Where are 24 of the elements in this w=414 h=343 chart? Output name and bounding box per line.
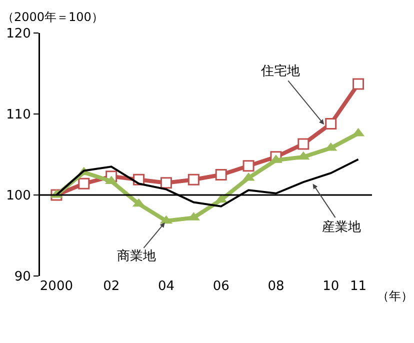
y-tick-label: 110 [6,108,31,123]
point [352,78,364,90]
annotation: 住宅地 [260,63,300,79]
y-tick-label: 100 [6,188,31,204]
x-tick-label: 06 [212,279,230,294]
point [325,118,337,130]
annotation: 産業地 [322,219,361,235]
point [298,138,310,150]
x-tick-label: 10 [322,279,340,294]
point [78,178,90,190]
x-axis-title: （年） [377,289,413,303]
x-tick-label: 08 [268,279,284,294]
annotation: 商業地 [117,249,156,264]
x-tick-label: 04 [158,279,174,294]
y-axis-title: （2000年＝100） [2,10,104,24]
point [242,160,254,172]
x-tick-label: 11 [350,279,367,294]
y-tick-label: 90 [14,270,31,285]
x-tick-label: 2000 [40,279,74,294]
y-tick-label: 120 [6,26,31,42]
point [215,169,227,180]
x-tick-label: 02 [103,279,120,294]
point [160,177,172,189]
point [188,174,200,186]
